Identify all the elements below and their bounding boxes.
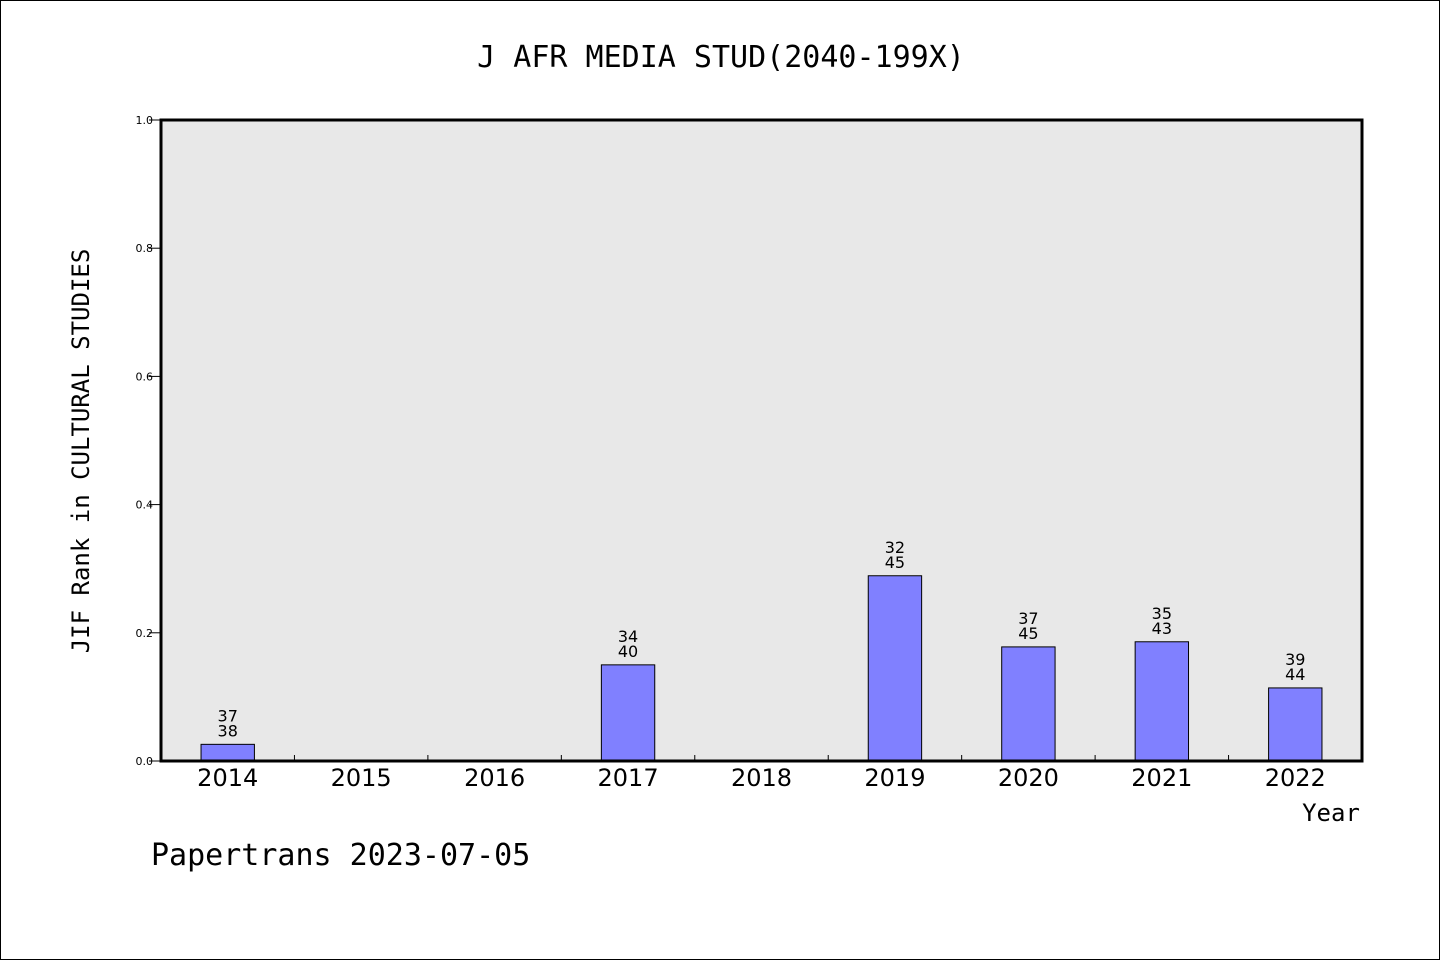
bar-label-rank: 35 <box>1152 604 1172 623</box>
bar-label-total: 45 <box>885 553 905 572</box>
x-tick-label: 2017 <box>598 764 659 792</box>
bar-label-total: 38 <box>218 721 238 740</box>
y-tick-label: 0.4 <box>136 499 154 512</box>
y-tick-label: 0.2 <box>136 627 154 640</box>
bar-label-rank: 32 <box>885 538 905 557</box>
x-tick-label: 2020 <box>998 764 1059 792</box>
footer-credit: Papertrans 2023-07-05 <box>151 838 530 873</box>
x-tick-label: 2021 <box>1131 764 1192 792</box>
bar-label-rank: 37 <box>218 706 238 725</box>
bar-label-total: 45 <box>1018 624 1038 643</box>
y-tick-label: 0.0 <box>136 755 154 768</box>
bar-2022 <box>1268 687 1323 762</box>
x-axis: 2014 2015 2016 2017 2018 2019 2020 2021 2022 <box>197 755 1326 792</box>
bar-label-total: 40 <box>618 642 638 661</box>
bars <box>200 575 1323 762</box>
bar-2021 <box>1134 641 1190 762</box>
plot-border <box>159 118 1364 763</box>
x-axis-title: Year <box>1302 799 1360 827</box>
x-tick-label: 2022 <box>1265 764 1326 792</box>
x-tick-label: 2014 <box>197 764 258 792</box>
y-tick-label: 0.6 <box>136 370 154 383</box>
bar-label-total: 43 <box>1152 619 1172 638</box>
bar-2017 <box>600 664 656 762</box>
bar-label-rank: 39 <box>1285 650 1305 669</box>
y-tick-label: 0.8 <box>136 242 154 255</box>
y-tick-label: 1.0 <box>136 114 154 127</box>
x-tick-label: 2015 <box>331 764 392 792</box>
chart-title: J AFR MEDIA STUD(2040-199X) <box>477 40 965 75</box>
y-axis-title: JIF Rank in CULTURAL STUDIES <box>67 249 95 654</box>
bar-label-total: 44 <box>1285 665 1305 684</box>
bar-2020 <box>1001 646 1056 762</box>
x-tick-label: 2019 <box>864 764 925 792</box>
bar-label-rank: 34 <box>618 627 638 646</box>
bar-2019 <box>867 575 923 762</box>
bar-2014 <box>200 743 255 762</box>
x-tick-label: 2018 <box>731 764 792 792</box>
y-axis: 0.0 0.2 0.4 0.6 0.8 1.0 <box>136 114 161 768</box>
bar-label-rank: 37 <box>1018 609 1038 628</box>
x-tick-label: 2016 <box>464 764 525 792</box>
